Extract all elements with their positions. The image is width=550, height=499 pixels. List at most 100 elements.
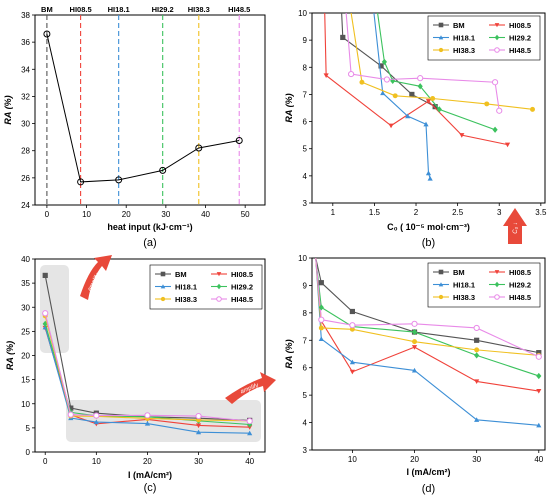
data-point-b-HI08.5	[425, 99, 432, 104]
reference-label-BM: BM	[41, 5, 53, 14]
y-tick-label-d: 4	[303, 419, 308, 428]
c0-arrow	[503, 208, 527, 244]
y-tick-label-c: 25	[21, 327, 30, 336]
x-tick-label-d: 10	[348, 455, 357, 464]
data-point-c-HI48.5	[195, 412, 202, 420]
y-tick-label-a: 32	[21, 92, 30, 101]
data-point-b-HI08.5	[504, 142, 511, 148]
data-point-c-HI08.5	[195, 423, 202, 429]
series-line-a	[46, 33, 240, 183]
x-tick-label-c: 10	[92, 457, 101, 466]
legend-label-HI08.5: HI08.5	[231, 270, 253, 279]
y-tick-label-b: 9	[303, 36, 308, 45]
data-point-b-HI48.5	[417, 75, 424, 82]
data-point-d-BM	[536, 350, 542, 356]
y-tick-label-d: 3	[303, 446, 308, 455]
panel-label-c: (c)	[144, 482, 157, 494]
data-point-c-HI48.5	[246, 418, 253, 425]
data-point-b-HI38.3	[484, 101, 490, 107]
data-point-b-BM	[340, 34, 346, 41]
data-point-b-HI38.3	[392, 93, 398, 99]
x-tick-label-a: 50	[241, 210, 250, 219]
data-point-b-HI29.2	[381, 58, 387, 65]
data-point-c-HI48.5	[93, 412, 100, 419]
y-tick-label-d: 6	[303, 364, 308, 373]
legend-marker-BM	[438, 22, 444, 28]
data-point-c-HI18.1	[144, 420, 151, 426]
panel-label-a: (a)	[143, 237, 156, 249]
y-tick-label-b: 7	[303, 90, 308, 99]
data-point-c-HI18.1	[93, 419, 99, 425]
legend-label-BM: BM	[453, 268, 465, 277]
series-line-c-HI48.5	[44, 313, 250, 422]
plot-frame-b	[311, 12, 546, 204]
legend-marker-HI18.1	[438, 282, 444, 287]
x-tick-label-b: 1	[331, 208, 336, 217]
data-point-b-HI38.3	[359, 79, 365, 85]
data-point-d-HI48.5	[318, 316, 325, 323]
data-point-c-BM	[42, 272, 48, 279]
y-tick-label-c: 20	[21, 352, 30, 361]
legend-marker-HI38.3	[160, 296, 166, 302]
x-axis-label-c: I (mA/cm²)	[128, 470, 172, 480]
data-point-b-HI29.2	[417, 83, 423, 90]
y-tick-label-a: 38	[21, 11, 30, 20]
x-tick-label-a: 30	[161, 210, 170, 219]
legend-label-HI48.5: HI48.5	[509, 293, 531, 302]
y-tick-label-b: 5	[303, 145, 308, 154]
x-tick-label-d: 20	[410, 455, 419, 464]
x-tick-label-b: 2	[414, 208, 419, 217]
data-point-a	[115, 176, 123, 184]
y-axis-label-c: RA (%)	[5, 341, 15, 370]
data-point-a	[195, 144, 203, 152]
y-tick-label-c: 5	[26, 424, 31, 433]
x-axis-label-d: I (mA/cm²)	[406, 467, 450, 477]
data-point-d-HI29.2	[536, 372, 542, 380]
data-point-b-HI38.3	[530, 106, 535, 112]
y-tick-label-a: 26	[21, 174, 30, 183]
data-point-a	[159, 166, 167, 174]
legend-label-HI48.5: HI48.5	[231, 295, 253, 304]
y-tick-label-b: 8	[303, 63, 308, 72]
data-point-d-HI08.5	[474, 379, 480, 385]
data-point-b-HI48.5	[348, 70, 355, 78]
legend-label-HI08.5: HI08.5	[509, 268, 531, 277]
legend-marker-HI38.3	[438, 47, 444, 53]
y-tick-label-c: 35	[21, 279, 30, 288]
data-point-b-HI48.5	[496, 107, 503, 114]
y-axis-label-a: RA (%)	[3, 95, 13, 124]
series-line-b-HI38.3	[350, 13, 533, 110]
legend-label-HI08.5: HI08.5	[509, 21, 531, 30]
y-tick-label-c: 15	[21, 376, 30, 385]
amplify-arrow-upper	[80, 255, 112, 300]
series-line-d-HI18.1	[320, 338, 539, 426]
y-tick-label-c: 30	[21, 303, 30, 312]
y-axis-label-d: RA (%)	[284, 339, 294, 368]
data-point-b-HI29.2	[492, 126, 498, 133]
legend-marker-HI38.3	[438, 294, 444, 300]
series-lead-HI48.5	[315, 258, 322, 320]
reference-label-HI18.1: HI18.1	[108, 5, 130, 14]
legend-marker-HI48.5	[494, 47, 500, 53]
data-point-c-HI18.1	[247, 430, 253, 436]
data-point-d-HI38.3	[349, 326, 355, 332]
x-tick-label-a: 0	[45, 210, 50, 219]
data-point-d-HI18.1	[474, 417, 480, 422]
panel-label-d: (d)	[422, 483, 435, 495]
y-tick-label-b: 6	[303, 118, 308, 127]
legend-marker-HI08.5	[494, 23, 500, 28]
data-point-d-HI38.3	[318, 325, 324, 331]
series-line-b-HI29.2	[377, 13, 496, 131]
data-point-b-BM	[409, 91, 415, 98]
series-line-b-BM	[341, 13, 436, 108]
series-line-c-HI18.1	[44, 327, 250, 434]
legend-marker-HI18.1	[438, 35, 444, 40]
y-tick-label-a: 34	[21, 65, 30, 74]
data-point-b-HI18.1	[427, 175, 433, 181]
x-axis-label-b: C₀ ( 10⁻⁵ mol·cm⁻³)	[387, 222, 470, 232]
data-point-d-HI48.5	[349, 322, 356, 329]
legend-label-HI38.3: HI38.3	[453, 293, 475, 302]
legend-label-HI29.2: HI29.2	[509, 281, 531, 290]
y-tick-label-d: 10	[298, 254, 307, 263]
data-point-d-HI18.1	[411, 367, 418, 373]
